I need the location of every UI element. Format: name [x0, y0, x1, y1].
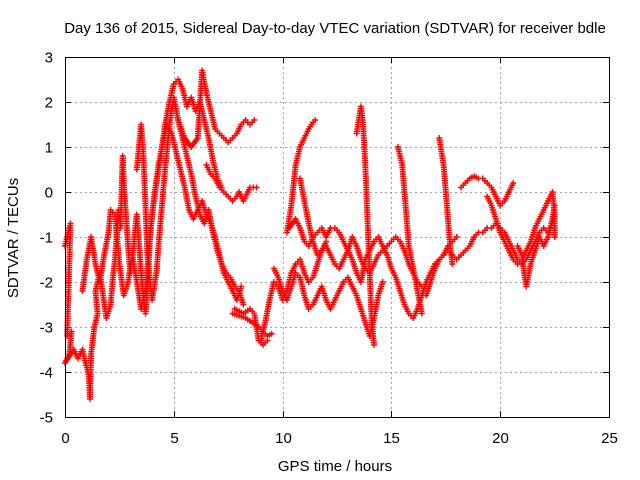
y-tick-label: 2 [45, 95, 53, 112]
data-point [379, 279, 386, 285]
data-point [323, 238, 330, 245]
y-tick-label: -3 [40, 320, 53, 337]
y-axis-label: SDTVAR / TECUs [5, 178, 22, 298]
y-tick-label: 1 [45, 140, 53, 157]
axis-ticks: 0 5 10 15 20 25 -5 -4 -3 -2 -1 0 1 2 3 [40, 50, 618, 448]
data-point [264, 337, 271, 344]
x-tick-label: 10 [275, 430, 292, 447]
x-tick-label: 25 [601, 430, 618, 447]
x-tick-label: 15 [383, 430, 400, 447]
data-point [251, 117, 258, 123]
data-point [418, 310, 425, 317]
data-point [510, 180, 517, 186]
data-point [240, 301, 247, 308]
y-tick-label: -4 [40, 365, 53, 382]
plot-frame [65, 57, 610, 418]
data-point [253, 184, 260, 191]
x-tick-label: 20 [492, 430, 509, 447]
y-tick-label: -5 [40, 410, 53, 427]
x-tick-label: 5 [170, 430, 178, 447]
data-point [551, 202, 558, 209]
data-point [551, 234, 558, 240]
data-point [370, 342, 377, 348]
chart-title: Day 136 of 2015, Sidereal Day-to-day VTE… [64, 20, 606, 37]
data-point [238, 283, 245, 290]
x-axis-label: GPS time / hours [278, 458, 392, 475]
y-tick-label: 0 [45, 185, 53, 202]
y-tick-label: -1 [40, 230, 53, 247]
x-tick-label: 0 [61, 430, 69, 447]
y-tick-label: 3 [45, 50, 53, 67]
data-point [312, 117, 319, 123]
data-point [268, 330, 275, 337]
y-tick-label: -2 [40, 275, 53, 292]
data-point [449, 261, 456, 267]
data-points [62, 67, 558, 402]
data-point [453, 234, 460, 240]
